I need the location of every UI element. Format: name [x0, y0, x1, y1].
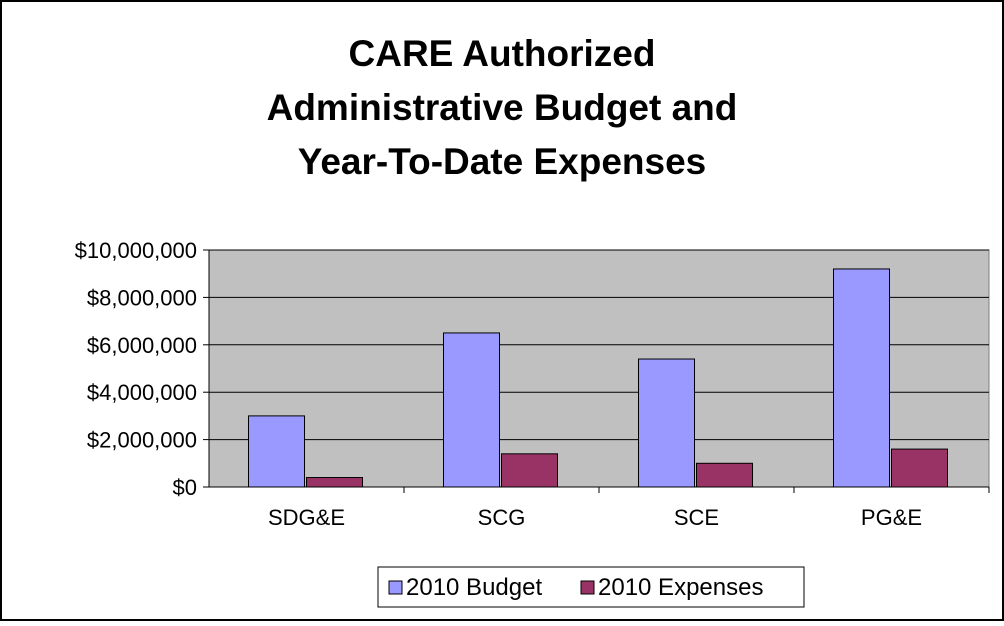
chart-title-line-2: Administrative Budget and — [267, 87, 738, 128]
bar-2010-expenses-scg — [501, 453, 558, 488]
x-tick-label: SCE — [674, 505, 719, 530]
legend-label-2010-expenses: 2010 Expenses — [598, 574, 763, 601]
bar-2010-budget-sdge — [248, 415, 305, 488]
bar-2010-expenses-sce — [696, 462, 753, 488]
bars — [248, 268, 948, 488]
legend: 2010 Budget 2010 Expenses — [377, 566, 805, 608]
chart-title-line-1: CARE Authorized — [349, 33, 656, 74]
x-tick-label: SDG&E — [268, 505, 345, 530]
x-tick-label: SCG — [478, 505, 526, 530]
y-tick-label: $0 — [173, 475, 197, 500]
y-tick-label: $6,000,000 — [87, 333, 197, 358]
x-tick-label: PG&E — [861, 505, 922, 530]
y-tick-labels: $0 $2,000,000 $4,000,000 $6,000,000 $8,000,0… — [75, 238, 197, 500]
bar-2010-budget-pge — [833, 268, 890, 488]
y-tick-label: $2,000,000 — [87, 428, 197, 453]
legend-label-2010-budget: 2010 Budget — [406, 574, 542, 601]
bar-2010-budget-scg — [443, 332, 500, 488]
bar-2010-budget-sce — [638, 358, 695, 488]
chart-title-line-3: Year-To-Date Expenses — [298, 141, 707, 182]
y-tick-label: $4,000,000 — [87, 380, 197, 405]
legend-swatch-2010-budget — [388, 580, 403, 595]
legend-swatch-2010-expenses — [580, 580, 595, 595]
bar-2010-expenses-sdge — [306, 477, 363, 488]
y-tick-label: $8,000,000 — [87, 285, 197, 310]
bar-2010-expenses-pge — [891, 448, 948, 488]
x-tick-labels: SDG&E SCG SCE PG&E — [268, 505, 922, 530]
axes — [203, 249, 990, 493]
y-tick-label: $10,000,000 — [75, 238, 197, 263]
